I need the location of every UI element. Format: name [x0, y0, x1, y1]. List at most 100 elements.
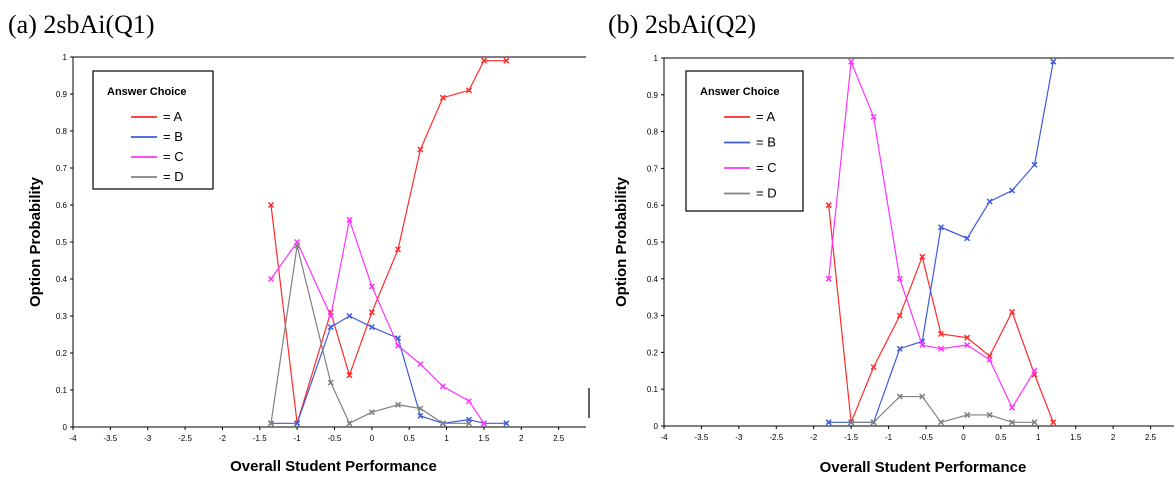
point-mark: [964, 411, 971, 418]
x-axis-label: Overall Student Performance: [820, 459, 1027, 476]
point-mark: [937, 224, 945, 231]
chart-title: (a) 2sbAi(Q1): [8, 10, 155, 39]
data-point: [294, 242, 301, 249]
data-point: [1050, 419, 1057, 426]
data-point: [870, 419, 877, 426]
x-tick-label: 1.5: [1070, 433, 1082, 442]
data-point: [480, 420, 487, 427]
x-tick-label: 0: [370, 434, 375, 443]
chart-panel-a: (a) 2sbAi(Q1) 0 0.1 0.2 0.3 0.4 0.5 0.6 0.7 0.8 0…: [0, 0, 590, 479]
point-mark: [480, 57, 487, 64]
point-mark: [848, 419, 855, 426]
data-point: [1031, 419, 1038, 426]
data-point: [417, 412, 424, 419]
data-point: [327, 324, 334, 331]
data-point: [417, 361, 424, 368]
point-mark: [937, 330, 945, 338]
x-tick-label: -2.5: [178, 434, 192, 443]
series-line: [828, 61, 1036, 409]
x-tick-label: 1: [444, 434, 449, 443]
y-tick-label: 0.6: [56, 201, 68, 210]
data-point: [327, 379, 334, 386]
point-mark: [825, 202, 832, 209]
point-mark: [986, 356, 993, 363]
point-mark: [986, 411, 993, 418]
x-tick-label: 2.5: [1145, 433, 1157, 442]
y-tick-label: 0.6: [647, 201, 659, 210]
point-mark: [964, 235, 971, 242]
y-tick-label: 0.9: [56, 90, 68, 99]
x-tick-label: 2: [1111, 433, 1116, 442]
point-mark: [267, 275, 275, 283]
legend: Answer Choice = A = B = C = D: [685, 70, 804, 212]
x-tick-label: -3.5: [695, 433, 709, 442]
data-point: [346, 216, 353, 223]
data-point: [919, 342, 926, 349]
data-point: [1009, 419, 1016, 426]
y-tick-label: 0.7: [647, 164, 659, 173]
point-mark: [503, 420, 510, 427]
point-mark: [896, 312, 903, 319]
data-point: [346, 420, 353, 427]
x-tick-label: 2: [519, 434, 524, 443]
legend-label: = C: [756, 160, 777, 175]
point-mark: [1050, 419, 1057, 426]
data-point: [896, 312, 903, 319]
point-mark: [896, 345, 903, 352]
y-tick-label: 0.3: [56, 312, 68, 321]
y-tick-label: 0.2: [56, 349, 68, 358]
x-tick-label: 0.5: [404, 434, 416, 443]
data-point: [346, 312, 353, 320]
data-point: [1031, 367, 1038, 374]
legend-label: = B: [756, 135, 776, 150]
point-mark: [870, 419, 877, 426]
chart-panel-b: (b) 2sbAi(Q2) 0 0.1 0.2 0.3 0.4 0.5 0.6 0.7 0.8 0…: [588, 0, 1175, 479]
point-mark: [1009, 419, 1016, 426]
series-line: [828, 205, 1054, 423]
data-point: [964, 411, 971, 418]
point-mark: [368, 309, 375, 316]
point-mark: [394, 246, 402, 253]
point-mark: [417, 361, 424, 368]
data-point: [1009, 308, 1016, 315]
series-line: [828, 61, 1054, 423]
data-point: [937, 419, 945, 426]
point-mark: [417, 405, 424, 412]
data-point: [503, 420, 510, 427]
point-mark: [368, 283, 375, 290]
point-mark: [1050, 58, 1057, 65]
data-point: [870, 113, 877, 120]
point-mark: [327, 379, 334, 386]
y-tick-label: 0.5: [647, 238, 659, 247]
data-point: [368, 309, 375, 316]
data-point: [327, 312, 334, 320]
x-tick-label: 0: [961, 433, 966, 442]
data-point: [417, 405, 424, 412]
point-mark: [870, 113, 877, 120]
point-mark: [327, 312, 334, 320]
point-mark: [964, 334, 971, 341]
data-point: [480, 57, 487, 64]
point-mark: [937, 345, 945, 352]
data-point: [394, 401, 402, 408]
data-point: [825, 419, 832, 426]
x-tick-label: 1: [1036, 433, 1041, 442]
data-point: [937, 224, 945, 231]
x-tick-label: -1.5: [253, 434, 267, 443]
y-tick-label: 0.5: [56, 238, 68, 247]
data-point: [986, 198, 993, 205]
x-tick-label: 2.5: [553, 434, 565, 443]
point-mark: [465, 87, 473, 94]
point-mark: [368, 409, 375, 416]
y-tick-label: 0.7: [56, 164, 68, 173]
data-point: [986, 356, 993, 363]
data-point: [870, 364, 877, 371]
point-mark: [825, 275, 832, 282]
legend-label: = A: [756, 109, 775, 124]
point-mark: [346, 372, 353, 379]
data-point: [825, 202, 832, 209]
legend-label: = D: [756, 186, 777, 201]
data-point: [417, 146, 424, 153]
point-mark: [896, 275, 903, 282]
data-point: [439, 94, 446, 101]
